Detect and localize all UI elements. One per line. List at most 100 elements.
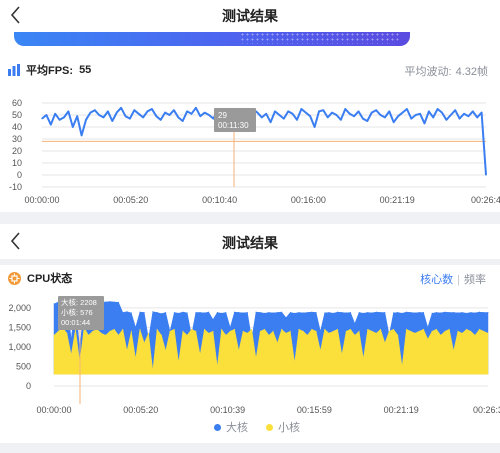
data-point [345,330,347,332]
data-point [173,312,175,314]
fps-data-point [278,114,280,116]
fps-data-point [190,113,193,115]
fps-data-point [300,108,302,110]
fps-data-point [305,112,307,114]
fps-data-point [85,119,87,121]
y-tick-label: 500 [16,361,31,371]
fps-data-point [344,108,346,110]
data-point [53,303,55,305]
data-point [371,330,373,332]
summary-banner [14,32,410,46]
data-point [113,301,115,303]
data-point [354,334,356,336]
cpu-header: CPU状态 [8,270,72,286]
legend-big-core[interactable]: 大核 [214,419,248,435]
data-point [302,330,304,332]
fps-data-point [269,121,272,123]
fps-data-point [423,122,426,124]
data-point [294,362,296,364]
data-point [337,328,339,330]
data-point [70,354,72,356]
back-button-2[interactable] [8,230,24,252]
data-point [294,312,296,314]
data-point [109,330,111,332]
data-point [405,328,407,330]
data-point [435,328,437,330]
tooltip-box [58,296,104,330]
data-point [397,312,399,314]
avg-fps-label: 平均FPS: [26,65,74,77]
data-point [401,365,403,367]
data-point [461,312,463,314]
data-point [152,311,154,313]
data-point [478,311,480,313]
legend-small-core[interactable]: 小核 [266,419,300,435]
avg-fluctuation: 平均波动: 4.32帧 [401,63,488,79]
data-point [474,334,476,336]
legend-big-label: 大核 [226,422,248,434]
fps-data-point [58,119,61,121]
fps-data-point [45,114,47,116]
data-point [208,311,210,313]
fps-data-point [124,115,127,117]
data-point [358,330,360,332]
data-point [276,342,278,344]
tab-frequency[interactable]: 频率 [464,274,486,286]
cpu-chart[interactable]: 2,000 1,500 1,000 500 0 00:00:00 00:05:20 00:10… [0,292,500,417]
x-tick-label: 00:15:59 [297,405,332,415]
fps-data-point [467,115,470,117]
data-point [349,312,351,314]
x-tick-label: 00:00:00 [36,405,71,415]
fps-data-point [102,116,105,118]
data-point [173,328,175,330]
fps-data-point [384,116,386,118]
data-point [272,312,274,314]
fps-data-point [445,119,448,121]
tooltip-value: 29 [218,111,227,120]
fps-data-point [318,110,320,112]
data-point [165,350,167,352]
bottom-divider [0,443,500,453]
data-point [388,330,390,332]
fps-data-point [459,118,461,120]
header-divider [0,259,500,265]
data-point [53,334,55,336]
data-point [251,328,253,330]
page-title-2: 测试结果 [222,235,278,251]
fps-data-point [388,110,390,112]
data-point [186,334,188,336]
data-point [319,330,321,332]
fps-data-point [212,118,215,120]
fps-data-point [419,113,421,115]
data-point [289,312,291,314]
data-point [418,312,420,314]
data-point [457,312,459,314]
data-point [195,330,197,332]
fps-data-point [375,109,377,111]
fps-data-point [164,112,166,114]
data-point [255,358,257,360]
fps-data-point [142,116,144,118]
data-point [70,338,72,340]
data-point [358,312,360,314]
data-point [380,312,382,314]
data-point [289,330,291,332]
data-point [427,326,429,328]
fps-data-point [80,134,83,136]
y-tick-label: 60 [12,98,22,108]
data-point [268,334,270,336]
fps-data-point [160,119,162,121]
tab-core-count[interactable]: 核心数 [420,274,454,286]
data-point [298,312,300,314]
area-small-core [53,326,489,375]
back-button[interactable] [8,4,24,26]
data-point [362,312,364,314]
data-point [302,312,304,314]
fps-data-point [173,109,175,111]
tab-separator: | [457,274,460,286]
data-point [122,328,124,330]
fps-data-point [371,112,373,114]
tooltip-time: 00:01:44 [61,318,90,327]
yellow-dot-icon [266,423,273,431]
